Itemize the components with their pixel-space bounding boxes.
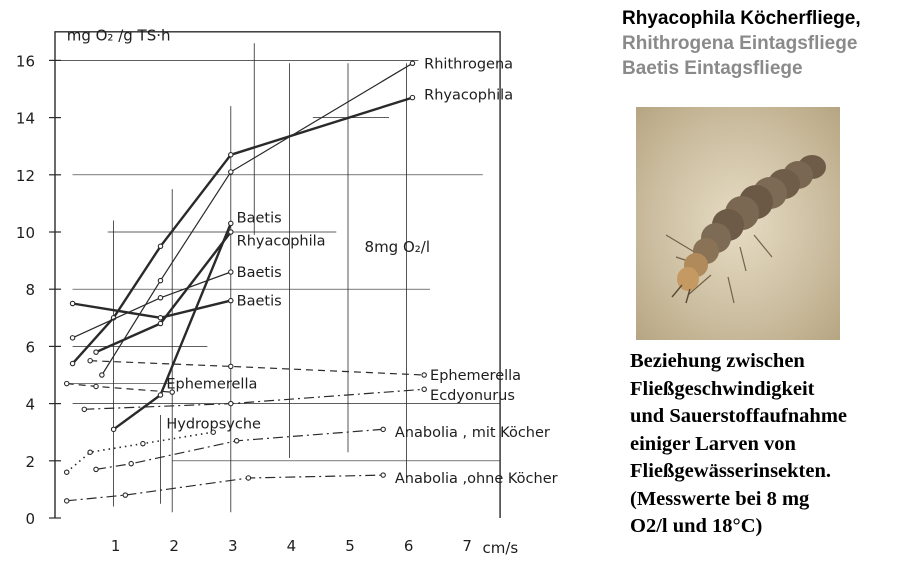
insect-larva-icon — [665, 155, 826, 304]
y-tick-label: 10 — [16, 224, 35, 242]
data-point-rhithrogena — [99, 372, 105, 378]
series-label: Rhyacophila — [237, 234, 326, 250]
caption-line-7: O2/l und 18°C) — [630, 515, 763, 537]
data-point-rhyacophila — [228, 152, 234, 158]
data-point-rhithrogena — [228, 169, 234, 175]
y-tick-label: 4 — [25, 396, 35, 414]
species-title: Rhyacophila Köcherfliege, Rhithrogena Ei… — [622, 6, 919, 81]
figure-caption: Beziehung zwischen Fließgeschwindigkeit … — [630, 348, 919, 541]
y-tick-label: 2 — [25, 453, 35, 471]
x-tick-label: 7 — [462, 537, 472, 555]
data-point-ephemerella — [63, 380, 70, 387]
caption-line-6: (Messwerte bei 8 mg — [630, 487, 810, 510]
caption-line-1: Beziehung zwischen — [630, 350, 805, 372]
x-tick-label: 1 — [111, 537, 121, 555]
series-line-rhyacophila — [71, 96, 413, 365]
x-tick-label: 2 — [169, 537, 179, 555]
data-point-hydropsyche — [210, 429, 216, 435]
series-label: Ephemerella — [430, 368, 521, 384]
data-point-ephemerella — [93, 383, 99, 390]
data-point-rhithrogena — [409, 60, 416, 67]
data-point-rhyacophila — [157, 243, 164, 250]
series-line-rhithrogena — [101, 62, 413, 376]
title-line-rhyacophila: Rhyacophila Köcherfliege, — [622, 8, 861, 29]
caption-line-5: Fließgewässerinsekten. — [630, 460, 831, 482]
data-point-rhyacophila — [69, 360, 76, 367]
series-label: Ephemerella — [166, 377, 257, 393]
data-point-baetis — [69, 300, 76, 307]
plot-frame — [54, 31, 501, 518]
data-point-ephemerella — [169, 389, 175, 395]
data-point-rhyacophila — [409, 94, 416, 101]
data-point-rhyacophila — [228, 229, 234, 235]
data-point-anabolia-mit-köcher — [128, 460, 134, 467]
data-point-rhithrogena — [157, 277, 164, 284]
y-tick-label: 16 — [16, 52, 35, 70]
data-point-ephemerella — [87, 357, 93, 364]
y-tick-label: 12 — [16, 167, 35, 185]
data-point-ecdyonurus — [81, 406, 88, 413]
series-label: Rhithrogena — [424, 56, 513, 72]
series-line-ephemerella — [90, 360, 425, 376]
data-point-baetis — [69, 335, 76, 341]
series-line-baetis — [72, 299, 232, 320]
data-point-hydropsyche — [140, 440, 146, 447]
series-line-anabolia-ohne-köcher — [66, 474, 384, 502]
series-line-anabolia-mit-köcher — [95, 428, 384, 470]
data-point-baetis — [157, 315, 164, 321]
data-point-baetis — [228, 269, 234, 275]
x-tick-label: 3 — [228, 537, 238, 555]
data-point-anabolia-ohne-köcher — [63, 498, 70, 504]
data-point-anabolia-mit-köcher — [93, 466, 99, 473]
series-line-rhyacophila — [95, 231, 232, 354]
caption-line-2: Fließgeschwindigkeit — [630, 377, 815, 400]
data-point-ephemerella — [228, 363, 234, 370]
data-point-rhyacophila — [157, 320, 164, 327]
x-tick-label: 5 — [345, 537, 355, 555]
series-label: Baetis — [237, 265, 282, 281]
caption-line-3: und Sauerstoffaufnahme — [630, 405, 847, 427]
data-point-ecdyonurus — [421, 386, 427, 393]
data-point-anabolia-ohne-köcher — [245, 475, 252, 481]
y-tick-label: 8 — [25, 281, 35, 299]
data-point-baetis — [228, 297, 234, 304]
y-tick-label: 6 — [25, 338, 35, 356]
series-label: Rhyacophila — [424, 88, 513, 104]
series-label: Hydropsyche — [166, 417, 261, 433]
series-label: Baetis — [237, 294, 282, 310]
data-point-anabolia-mit-köcher — [380, 426, 386, 433]
series-line-ephemerella — [66, 383, 173, 393]
data-point-ephemerella — [421, 372, 427, 378]
data-point-anabolia-mit-köcher — [233, 438, 240, 444]
series-label: Anabolia , mit Köcher — [395, 425, 550, 441]
y-tick-label: 0 — [25, 510, 35, 528]
title-line-rhithrogena: Rhithrogena Eintagsfliege — [622, 33, 858, 54]
y-tick-label: 14 — [16, 110, 35, 128]
data-point-baetis — [110, 426, 117, 433]
larva-photo — [636, 107, 840, 340]
series-label: Ecdyonurus — [430, 388, 515, 404]
x-tick-label: 4 — [287, 537, 297, 555]
x-tick-label: 6 — [404, 537, 414, 555]
data-point-anabolia-ohne-köcher — [122, 492, 129, 498]
series-label: Baetis — [237, 211, 282, 227]
y-axis-label: mg O₂ /g TS·h — [67, 27, 171, 45]
series-label: Anabolia ,ohne Köcher — [395, 471, 558, 487]
data-point-rhyacophila — [93, 349, 99, 355]
data-point-hydropsyche — [87, 449, 93, 455]
data-point-baetis — [228, 220, 234, 227]
concentration-annotation: 8mg O₂/l — [365, 238, 431, 256]
data-point-baetis — [157, 392, 164, 398]
caption-line-4: einiger Larven von — [630, 432, 796, 455]
title-line-baetis: Baetis Eintagsfliege — [622, 58, 803, 79]
data-point-anabolia-ohne-köcher — [380, 472, 386, 478]
data-point-hydropsyche — [63, 469, 70, 475]
x-axis-label: cm/s — [482, 539, 518, 557]
data-point-baetis — [157, 295, 164, 301]
data-point-ecdyonurus — [228, 400, 234, 407]
